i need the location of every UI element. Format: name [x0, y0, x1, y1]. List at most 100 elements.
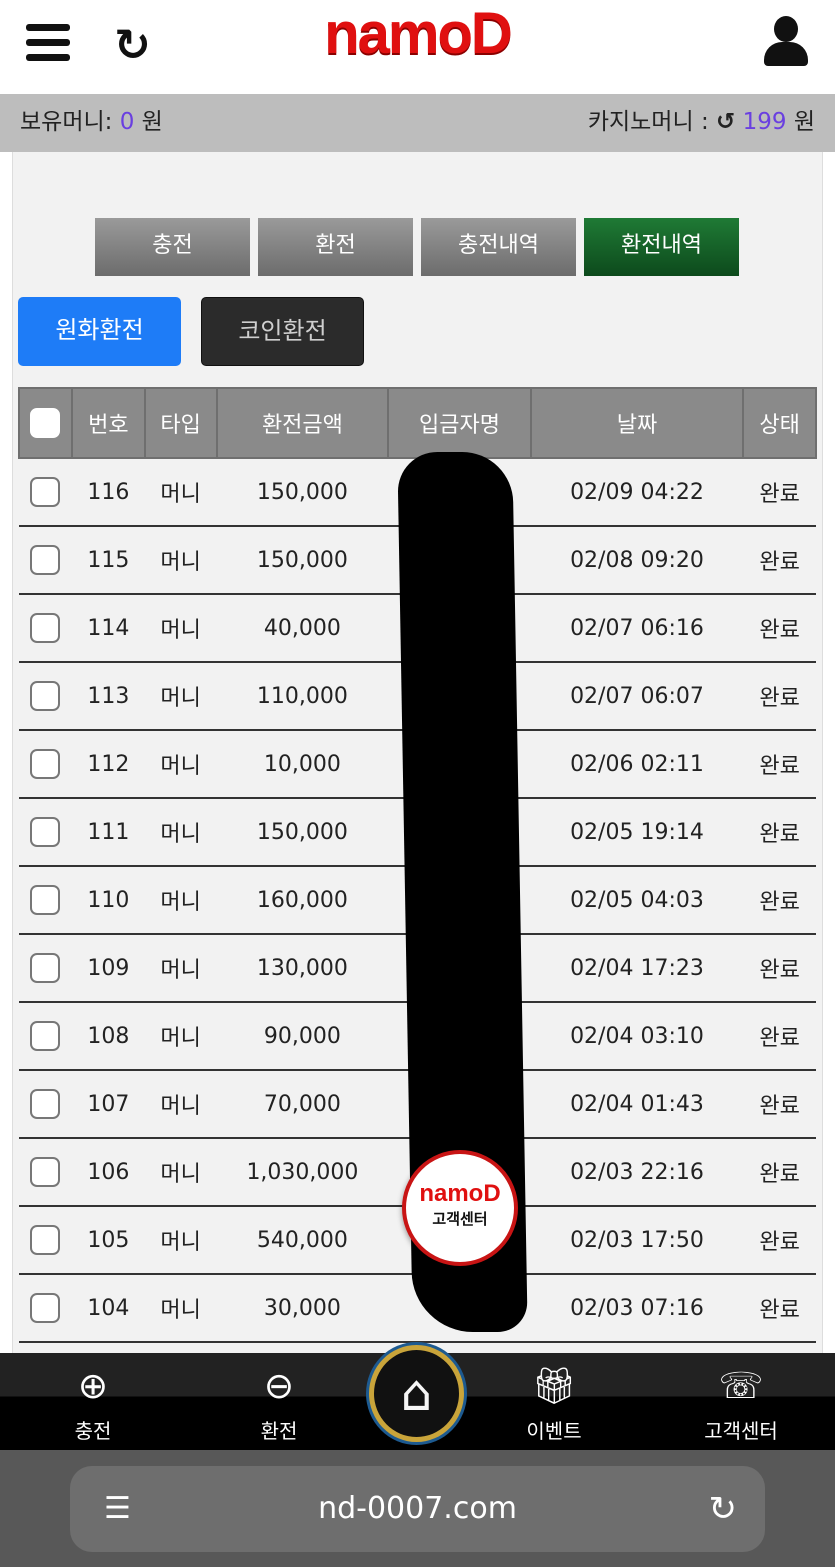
tabs-icon[interactable]: ☰ — [104, 1491, 131, 1526]
row-amount: 150,000 — [216, 798, 389, 867]
nav-label: 고객센터 — [704, 1419, 778, 1443]
nav-label: 환전 — [260, 1419, 298, 1443]
row-number: 106 — [71, 1138, 145, 1207]
row-number: 104 — [71, 1274, 145, 1343]
nav-label: 이벤트 — [526, 1419, 582, 1443]
subtab-coin-exchange[interactable]: 코인환전 — [201, 297, 364, 366]
row-status: 완료 — [743, 1274, 816, 1343]
row-number: 107 — [71, 1070, 145, 1139]
row-type: 머니 — [144, 458, 217, 527]
piggy-minus-icon: ⊖ — [263, 1366, 295, 1407]
exchange-history-table: 번호 타입 환전금액 입금자명 날짜 상태 116 머니 150,000 02/09 … — [18, 387, 817, 1343]
col-amount: 환전금액 — [215, 387, 390, 459]
row-date: 02/06 02:11 — [530, 730, 744, 799]
tab-exchange[interactable]: 환전 — [258, 218, 413, 276]
row-number: 111 — [71, 798, 145, 867]
row-date: 02/04 01:43 — [530, 1070, 744, 1139]
row-checkbox[interactable] — [30, 1089, 61, 1119]
logo[interactable]: namoDSPORTS&CASINO — [295, 5, 581, 375]
row-number: 114 — [71, 594, 145, 663]
row-status: 완료 — [743, 526, 816, 595]
row-checkbox[interactable] — [30, 1225, 61, 1255]
row-type: 머니 — [144, 866, 217, 935]
row-checkbox[interactable] — [30, 1021, 61, 1051]
address-bar[interactable]: ☰ nd-0007.com ↻ — [70, 1466, 765, 1552]
row-checkbox[interactable] — [30, 545, 61, 575]
row-checkbox[interactable] — [30, 817, 61, 847]
row-checkbox[interactable] — [30, 885, 61, 915]
row-checkbox[interactable] — [30, 749, 61, 779]
nav-support[interactable]: ☏ 고객센터 — [681, 1365, 801, 1444]
tab-charge[interactable]: 충전 — [95, 218, 250, 276]
balance-bar: 보유머니: 0 원 카지노머니 : ↺ 199 원 — [0, 94, 835, 152]
subtab-krw-exchange[interactable]: 원화환전 — [18, 297, 181, 366]
headset-icon: ☏ — [718, 1366, 764, 1407]
row-status: 완료 — [743, 934, 816, 1003]
home-icon: ⌂ — [400, 1364, 433, 1422]
support-badge[interactable]: namoD 고객센터 — [402, 1150, 518, 1266]
row-type: 머니 — [144, 1206, 217, 1275]
row-type: 머니 — [144, 1070, 217, 1139]
row-number: 113 — [71, 662, 145, 731]
col-date: 날짜 — [529, 387, 745, 459]
row-status: 완료 — [743, 594, 816, 663]
row-amount: 150,000 — [216, 526, 389, 595]
tab-exchange-history[interactable]: 환전내역 — [584, 218, 739, 276]
row-amount: 40,000 — [216, 594, 389, 663]
row-amount: 110,000 — [216, 662, 389, 731]
row-date: 02/03 22:16 — [530, 1138, 744, 1207]
row-date: 02/03 07:16 — [530, 1274, 744, 1343]
row-status: 완료 — [743, 798, 816, 867]
held-money-value: 0 — [119, 109, 135, 135]
row-date: 02/07 06:07 — [530, 662, 744, 731]
row-checkbox[interactable] — [30, 1293, 61, 1323]
row-amount: 10,000 — [216, 730, 389, 799]
menu-icon[interactable] — [26, 24, 70, 62]
row-amount: 160,000 — [216, 866, 389, 935]
row-type: 머니 — [144, 1002, 217, 1071]
table-row: 115 머니 150,000 02/08 09:20 완료 — [19, 526, 816, 595]
refresh-icon[interactable]: ↻ — [114, 20, 151, 71]
casino-money-value: 199 — [742, 109, 787, 135]
nav-label: 충전 — [74, 1419, 112, 1443]
tab-charge-history[interactable]: 충전내역 — [421, 218, 576, 276]
nav-exchange[interactable]: ⊖ 환전 — [219, 1365, 339, 1444]
row-number: 110 — [71, 866, 145, 935]
row-type: 머니 — [144, 934, 217, 1003]
row-status: 완료 — [743, 1070, 816, 1139]
row-amount: 70,000 — [216, 1070, 389, 1139]
row-type: 머니 — [144, 730, 217, 799]
user-icon[interactable] — [764, 16, 808, 66]
row-date: 02/03 17:50 — [530, 1206, 744, 1275]
row-status: 완료 — [743, 1138, 816, 1207]
gift-icon: 🎁︎ — [531, 1366, 577, 1407]
row-date: 02/07 06:16 — [530, 594, 744, 663]
row-status: 완료 — [743, 866, 816, 935]
nav-event[interactable]: 🎁︎ 이벤트 — [494, 1365, 614, 1444]
home-button[interactable]: ⌂ — [369, 1345, 464, 1442]
row-type: 머니 — [144, 594, 217, 663]
row-date: 02/04 17:23 — [530, 934, 744, 1003]
header: ↻ namoDSPORTS&CASINO — [0, 0, 835, 375]
nav-charge[interactable]: ⊕ 충전 — [33, 1365, 153, 1444]
row-date: 02/05 04:03 — [530, 866, 744, 935]
row-status: 완료 — [743, 662, 816, 731]
casino-money-label: 카지노머니 : — [587, 109, 709, 135]
row-amount: 30,000 — [216, 1274, 389, 1343]
row-checkbox[interactable] — [30, 477, 61, 507]
row-date: 02/04 03:10 — [530, 1002, 744, 1071]
held-money-label: 보유머니: — [20, 109, 113, 135]
row-checkbox[interactable] — [30, 681, 61, 711]
row-type: 머니 — [144, 1274, 217, 1343]
unit: 원 — [141, 109, 163, 135]
piggy-plus-icon: ⊕ — [77, 1366, 109, 1407]
row-checkbox[interactable] — [30, 953, 61, 983]
row-type: 머니 — [144, 662, 217, 731]
row-checkbox[interactable] — [30, 1157, 61, 1187]
row-checkbox[interactable] — [30, 613, 61, 643]
select-all-checkbox[interactable] — [30, 408, 61, 438]
row-type: 머니 — [144, 1138, 217, 1207]
reload-icon[interactable]: ↻ — [708, 1489, 738, 1529]
row-type: 머니 — [144, 798, 217, 867]
casino-refresh-icon[interactable]: ↺ — [716, 109, 736, 135]
